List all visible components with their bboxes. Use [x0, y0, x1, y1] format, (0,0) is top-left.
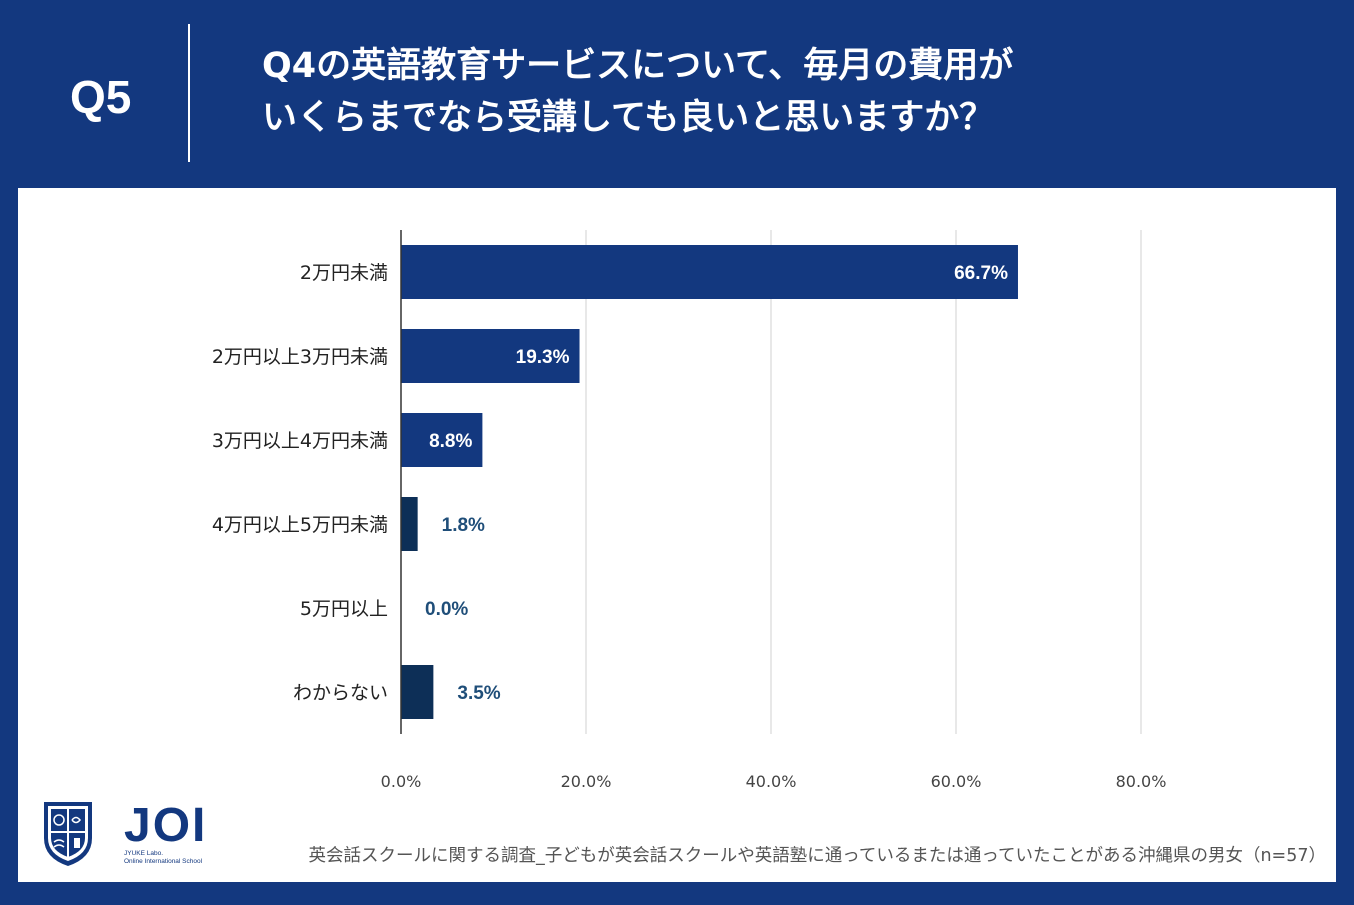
- x-tick-label: 0.0%: [381, 772, 422, 791]
- shield-crest-icon: [44, 802, 92, 866]
- category-label: 3万円以上4万円未満: [212, 430, 388, 452]
- logo-wordmark: JOI: [124, 799, 208, 852]
- x-tick-label: 80.0%: [1116, 772, 1167, 791]
- x-tick-label: 20.0%: [561, 772, 612, 791]
- x-tick-label: 40.0%: [746, 772, 797, 791]
- question-number: Q5: [70, 71, 132, 123]
- bar: [401, 665, 434, 719]
- logo-subtitle-line-1: JYUKE Labo.: [124, 850, 164, 857]
- logo-subtitle-line-2: Online International School: [124, 858, 203, 865]
- header-divider: [188, 24, 190, 162]
- survey-footnote: 英会話スクールに関する調査_子どもが英会話スクールや英語塾に通っているまたは通っ…: [308, 846, 1326, 866]
- joi-logo: JOI JYUKE Labo. Online International Sch…: [38, 798, 238, 870]
- chart-panel: 0.0% 20.0% 40.0% 60.0% 80.0% 2万円未満 66.7% 2万円以上3…: [18, 188, 1336, 882]
- category-label: 4万円以上5万円未満: [212, 514, 388, 536]
- category-label: わからない: [293, 682, 388, 704]
- data-label: 0.0%: [425, 599, 468, 620]
- data-label: 8.8%: [429, 431, 472, 452]
- bar-chart: 0.0% 20.0% 40.0% 60.0% 80.0% 2万円未満 66.7% 2万円以上3…: [212, 230, 1167, 791]
- data-label: 3.5%: [457, 683, 500, 704]
- data-label: 19.3%: [516, 347, 570, 368]
- x-tick-label: 60.0%: [931, 772, 982, 791]
- bar: [401, 413, 483, 467]
- question-text: Q4の英語教育サービスについて、毎月の費用が いくらまでなら受講しても良いと思い…: [262, 40, 1322, 144]
- logo-subtitle: JYUKE Labo. Online International School: [124, 850, 202, 866]
- question-line-1: Q4の英語教育サービスについて、毎月の費用が: [262, 46, 1014, 86]
- question-line-2: いくらまでなら受講しても良いと思いますか？: [262, 98, 995, 138]
- category-label: 2万円以上3万円未満: [212, 346, 388, 368]
- data-label: 1.8%: [442, 515, 485, 536]
- category-label: 2万円未満: [300, 262, 388, 284]
- bar: [401, 329, 580, 383]
- bar: [401, 497, 418, 551]
- bar: [401, 245, 1018, 299]
- data-label: 66.7%: [954, 263, 1008, 284]
- category-label: 5万円以上: [300, 598, 388, 620]
